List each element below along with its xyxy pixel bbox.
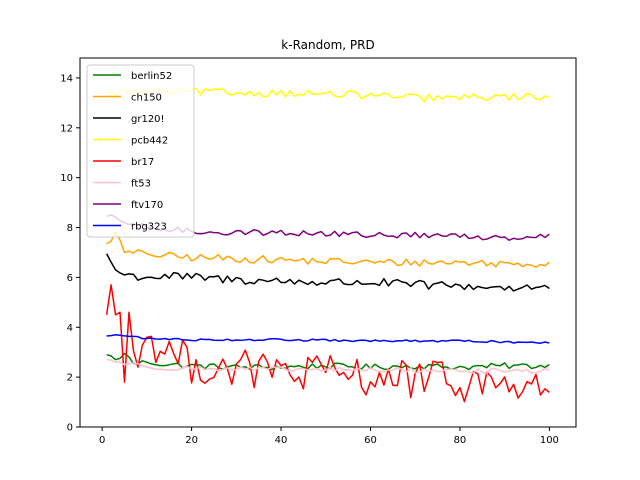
legend-label: pcb442 — [131, 136, 168, 147]
legend-label: ch150 — [131, 93, 162, 104]
legend: berlin52 ch150 gr120! pcb442 br17 ft53 ftv170 r… — [86, 64, 195, 238]
series-line-gr120 — [105, 253, 550, 292]
y-tick-label: 12 — [60, 123, 73, 134]
x-axis-ticks: 0 20 40 60 80 100 — [99, 427, 559, 446]
plot-frame — [79, 57, 577, 428]
y-tick-label: 14 — [60, 73, 73, 84]
legend-box — [86, 64, 195, 238]
series-line-berlin52 — [106, 352, 550, 371]
x-tick-label: 80 — [454, 435, 467, 446]
series-line-ch150 — [106, 231, 550, 268]
legend-label: rbg323 — [131, 222, 167, 233]
series-line-br17 — [105, 284, 550, 403]
x-tick-label: 60 — [364, 435, 377, 446]
legend-label: gr120! — [131, 114, 165, 125]
y-tick-label: 4 — [67, 323, 73, 334]
y-tick-label: 6 — [67, 273, 73, 284]
series-line-rbg323 — [106, 334, 550, 344]
x-tick-label: 0 — [99, 435, 105, 446]
legend-label: ft53 — [131, 179, 151, 190]
legend-label: berlin52 — [131, 71, 172, 82]
x-tick-label: 40 — [275, 435, 288, 446]
x-tick-label: 20 — [185, 435, 198, 446]
y-axis-ticks: 0 2 4 6 8 10 12 14 — [60, 73, 80, 434]
chart-title: k-Random, PRD — [281, 38, 374, 52]
x-tick-label: 100 — [540, 435, 559, 446]
y-tick-label: 10 — [60, 173, 73, 184]
series-line-ft53 — [106, 358, 550, 375]
legend-label: ftv170 — [131, 200, 163, 211]
y-tick-label: 8 — [67, 223, 73, 234]
y-tick-label: 2 — [67, 373, 73, 384]
y-tick-label: 0 — [67, 423, 73, 434]
legend-label: br17 — [131, 157, 154, 168]
